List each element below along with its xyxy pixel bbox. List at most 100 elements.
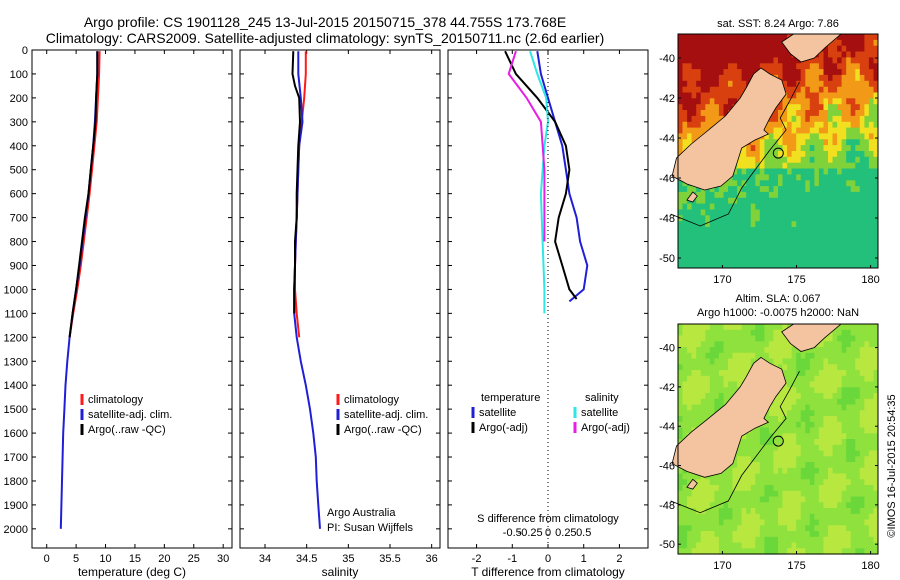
sla-cell (682, 542, 688, 549)
sst-cell (800, 115, 806, 123)
sla-cell (837, 519, 843, 526)
sla-cell (823, 427, 829, 434)
sst-cell (700, 232, 706, 240)
sst-cell (814, 139, 820, 146)
sst-cell (855, 221, 861, 228)
sla-cell (868, 467, 874, 475)
sla-cell (846, 496, 852, 503)
sst-cell (814, 244, 820, 251)
sst-cell (705, 209, 711, 216)
sst-cell (859, 92, 865, 99)
sst-cell (759, 227, 765, 234)
sla-cell (823, 370, 829, 377)
sla-cell (791, 416, 797, 423)
sst-cell (800, 151, 806, 158)
sla-cell (732, 536, 738, 544)
sst-cell (746, 145, 752, 152)
sla-cell (723, 370, 729, 377)
sst-cell (832, 63, 838, 70)
sst-cell (691, 92, 697, 99)
sst-cell (800, 215, 806, 222)
sla-cell (728, 485, 733, 492)
sla-cell (823, 444, 829, 452)
sla-cell (864, 444, 870, 452)
sst-cell (809, 186, 815, 193)
sst-cell (791, 86, 797, 93)
sla-cell (746, 329, 752, 337)
sla-cell (691, 496, 697, 503)
sla-cell (873, 473, 879, 480)
sla-cell (768, 439, 774, 446)
sla-cell (823, 450, 829, 457)
sst-cell (732, 191, 738, 199)
sst-cell (837, 162, 843, 169)
sst-cell (714, 203, 720, 210)
sst-cell (796, 215, 802, 222)
sst-cell (859, 197, 865, 205)
sst-cell (678, 57, 683, 64)
sla-cell (850, 358, 856, 365)
sla-cell (873, 433, 879, 440)
sla-cell (764, 502, 770, 509)
sla-cell (814, 421, 820, 429)
sst-cell (868, 80, 874, 88)
sla-cell (750, 531, 756, 538)
sla-cell (818, 479, 824, 486)
sla-cell (755, 456, 761, 463)
sst-cell (750, 221, 756, 228)
sla-cell (809, 387, 815, 394)
sst-cell (850, 227, 856, 234)
sla-cell (709, 496, 715, 503)
sla-cell (832, 456, 838, 463)
sst-cell (705, 92, 711, 99)
sla-cell (691, 381, 697, 388)
sla-cell (841, 473, 847, 480)
sla-cell (764, 462, 770, 469)
sst-cell (868, 98, 874, 105)
sla-cell (832, 502, 838, 509)
sst-cell (691, 115, 697, 123)
sst-cell (823, 104, 829, 111)
sst-cell (823, 69, 829, 76)
x-tick-label: -2 (472, 553, 482, 565)
sla-cell (841, 404, 847, 411)
sst-cell (837, 57, 843, 64)
sla-cell (759, 433, 765, 440)
sla-cell (818, 347, 824, 354)
sst-cell (778, 104, 783, 111)
sla-cell (855, 542, 861, 549)
sst-cell (787, 145, 793, 152)
sla-cell (741, 324, 747, 331)
sst-cell (823, 162, 829, 169)
sst-cell (718, 98, 724, 105)
sst-cell (832, 133, 838, 140)
sla-cell (864, 421, 870, 429)
sst-cell (796, 92, 802, 99)
sla-cell (832, 387, 838, 394)
sst-cell (782, 227, 788, 234)
sst-cell (741, 156, 747, 164)
x-tick-label: 5 (73, 553, 79, 565)
sla-cell (864, 370, 870, 377)
sla-cell (700, 387, 706, 394)
sst-cell (809, 127, 815, 134)
sla-cell (718, 370, 724, 377)
sla-cell (782, 444, 788, 452)
sla-cell (791, 364, 797, 371)
sst-cell (687, 209, 693, 216)
sla-cell (709, 375, 715, 383)
sst-cell (800, 63, 806, 70)
sla-cell (682, 519, 688, 526)
sla-cell (682, 433, 688, 440)
sla-cell (773, 502, 779, 509)
sla-cell (746, 536, 752, 544)
sla-cell (787, 381, 793, 388)
sst-cell (791, 115, 797, 123)
sst-cell (778, 39, 783, 47)
sst-cell (773, 127, 779, 134)
sla-cell (859, 531, 865, 538)
sst-cell (682, 45, 688, 52)
sla-cell (850, 387, 856, 394)
sla-cell (714, 519, 720, 526)
sst-cell (809, 197, 815, 205)
